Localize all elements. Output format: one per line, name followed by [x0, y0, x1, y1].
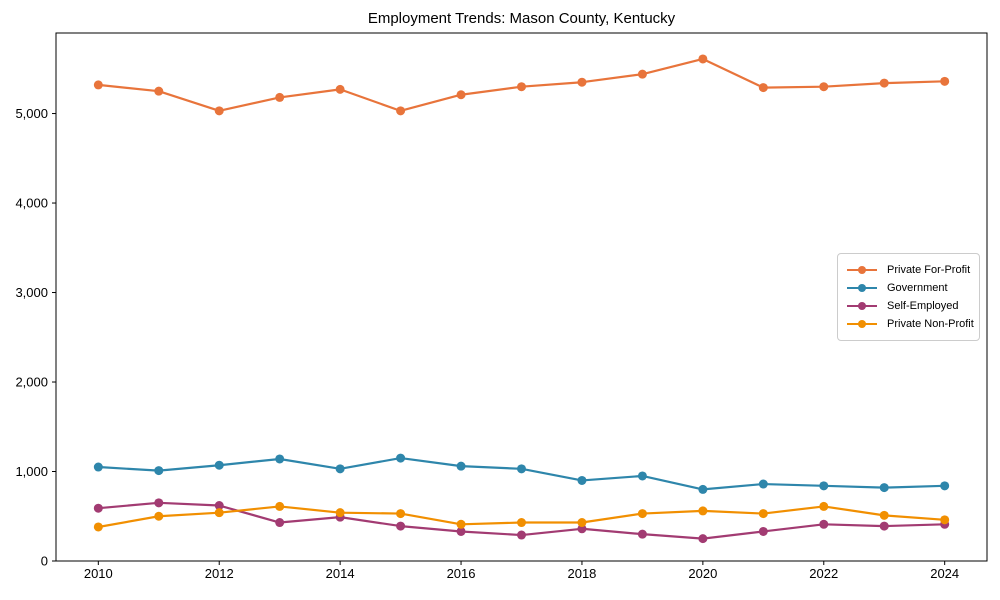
data-point-marker — [275, 454, 285, 464]
data-point-marker — [335, 508, 345, 518]
y-tick-label: 5,000 — [15, 106, 48, 121]
data-point-marker — [698, 506, 708, 516]
data-point-marker — [275, 518, 285, 528]
data-point-marker — [517, 530, 526, 540]
data-point-marker — [758, 526, 768, 536]
legend-item: Self-Employed — [847, 297, 971, 315]
data-point-marker — [396, 509, 406, 519]
data-point-marker — [637, 69, 647, 79]
data-point-marker — [93, 462, 103, 472]
legend-item: Private For-Profit — [847, 261, 971, 279]
data-point-marker — [819, 519, 829, 529]
y-tick-label: 0 — [41, 554, 48, 569]
data-point-marker — [335, 84, 345, 94]
data-point-marker — [879, 78, 889, 88]
data-point-marker — [819, 501, 829, 511]
x-tick-label: 2016 — [447, 566, 476, 581]
x-tick-label: 2018 — [567, 566, 596, 581]
data-point-marker — [214, 460, 224, 470]
data-point-marker — [517, 518, 526, 528]
data-point-marker — [940, 76, 950, 86]
legend-line-marker-icon — [847, 265, 877, 275]
data-point-marker — [758, 479, 768, 489]
data-point-marker — [396, 453, 406, 463]
data-point-marker — [275, 501, 285, 511]
data-point-marker — [517, 464, 526, 474]
data-point-marker — [154, 498, 164, 508]
data-point-marker — [214, 508, 224, 518]
data-point-marker — [577, 524, 587, 534]
data-point-marker — [396, 521, 406, 531]
data-point-marker — [879, 510, 889, 520]
data-point-marker — [93, 503, 103, 513]
data-point-marker — [758, 509, 768, 519]
legend: Private For-Profit Government Self-Employe… — [837, 253, 980, 341]
legend-label: Private For-Profit — [887, 264, 971, 276]
x-tick-label: 2024 — [930, 566, 959, 581]
axes-spines — [55, 32, 988, 562]
chart-title: Employment Trends: Mason County, Kentuck… — [367, 10, 676, 27]
y-tick-label: 2,000 — [15, 375, 48, 390]
legend-label: Private Non-Profit — [887, 318, 974, 330]
series-line-government — [97, 456, 946, 491]
legend-label: Self-Employed — [887, 300, 959, 312]
x-tick-label: 2012 — [205, 566, 234, 581]
data-point-marker — [819, 481, 829, 491]
data-point-marker — [456, 90, 466, 100]
data-point-marker — [698, 534, 708, 544]
data-point-marker — [637, 471, 647, 481]
legend-line-marker-icon — [847, 301, 877, 311]
data-point-marker — [456, 526, 466, 536]
data-point-marker — [154, 511, 164, 521]
data-point-marker — [637, 509, 647, 519]
data-point-marker — [758, 83, 768, 93]
data-point-marker — [517, 82, 526, 92]
y-tick-label: 3,000 — [15, 285, 48, 300]
data-point-marker — [879, 521, 889, 531]
data-point-marker — [637, 529, 647, 539]
data-point-marker — [940, 481, 950, 491]
data-point-marker — [698, 54, 708, 64]
legend-item: Private Non-Profit — [847, 315, 974, 333]
data-point-marker — [577, 77, 587, 87]
data-point-marker — [940, 515, 950, 525]
legend-item: Government — [847, 279, 971, 297]
data-point-marker — [698, 484, 708, 494]
data-point-marker — [456, 461, 466, 471]
data-point-marker — [93, 522, 103, 532]
data-point-marker — [396, 106, 406, 116]
data-point-marker — [93, 80, 103, 90]
data-point-marker — [577, 518, 587, 528]
data-point-marker — [456, 519, 466, 529]
legend-label: Government — [887, 282, 948, 294]
data-point-marker — [154, 86, 164, 96]
legend-line-marker-icon — [847, 283, 877, 293]
x-tick-label: 2014 — [326, 566, 355, 581]
data-point-marker — [214, 106, 224, 116]
data-point-marker — [879, 483, 889, 493]
x-tick-label: 2010 — [84, 566, 113, 581]
y-tick-label: 4,000 — [15, 196, 48, 211]
data-point-marker — [577, 475, 587, 485]
x-tick-label: 2020 — [688, 566, 717, 581]
data-point-marker — [819, 82, 829, 92]
data-point-marker — [275, 92, 285, 102]
data-point-marker — [154, 466, 164, 476]
data-point-marker — [335, 464, 345, 474]
y-tick-label: 1,000 — [15, 464, 48, 479]
data-point-marker — [214, 501, 224, 511]
x-tick-label: 2022 — [809, 566, 838, 581]
legend-line-marker-icon — [847, 319, 877, 329]
